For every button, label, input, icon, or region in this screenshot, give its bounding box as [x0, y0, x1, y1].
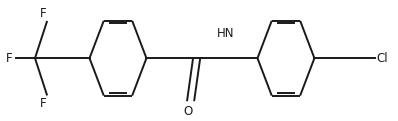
Text: F: F — [6, 52, 12, 65]
Text: O: O — [184, 105, 193, 118]
Text: F: F — [39, 7, 46, 20]
Text: HN: HN — [217, 27, 234, 40]
Text: Cl: Cl — [377, 52, 388, 65]
Text: F: F — [39, 97, 46, 110]
